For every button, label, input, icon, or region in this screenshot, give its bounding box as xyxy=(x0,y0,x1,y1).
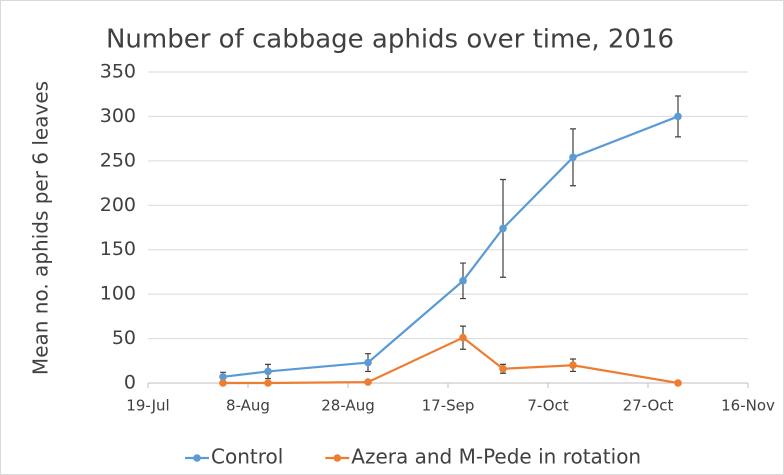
x-tick-label: 28-Aug xyxy=(321,397,374,415)
y-tick-label: 0 xyxy=(124,372,136,394)
point xyxy=(499,224,507,233)
legend-label: Control xyxy=(211,445,283,469)
y-tick-label: 350 xyxy=(100,61,136,83)
point xyxy=(364,358,372,367)
y-axis-label: Mean no. aphids per 6 leaves xyxy=(29,81,53,375)
x-tick-label: 16-Nov xyxy=(721,397,775,415)
point xyxy=(364,378,372,386)
point xyxy=(264,367,272,376)
y-tick-label: 150 xyxy=(100,238,136,260)
legend-marker xyxy=(333,454,342,462)
point xyxy=(219,379,227,387)
y-tick-label: 200 xyxy=(100,194,136,216)
point xyxy=(674,379,682,387)
y-tick-label: 300 xyxy=(100,105,136,127)
y-tick-label: 250 xyxy=(100,149,136,171)
point xyxy=(219,372,227,381)
chart-title: Number of cabbage aphids over time, 2016 xyxy=(106,25,674,55)
point xyxy=(459,277,467,285)
y-tick-label: 100 xyxy=(100,283,136,305)
x-tick-label: 7-Oct xyxy=(527,397,568,415)
x-tick-label: 8-Aug xyxy=(226,397,270,415)
x-tick-label: 27-Oct xyxy=(623,397,674,415)
point xyxy=(569,361,577,370)
y-tick-label: 50 xyxy=(112,327,136,349)
x-tick-label: 19-Jul xyxy=(126,397,169,415)
x-tick-label: 17-Sep xyxy=(422,397,475,415)
point xyxy=(569,153,577,162)
legend-marker xyxy=(193,454,201,462)
legend-label: Azera and M-Pede in rotation xyxy=(351,445,641,469)
point xyxy=(674,112,682,121)
point xyxy=(459,333,467,342)
point xyxy=(499,364,507,373)
point xyxy=(264,379,272,387)
